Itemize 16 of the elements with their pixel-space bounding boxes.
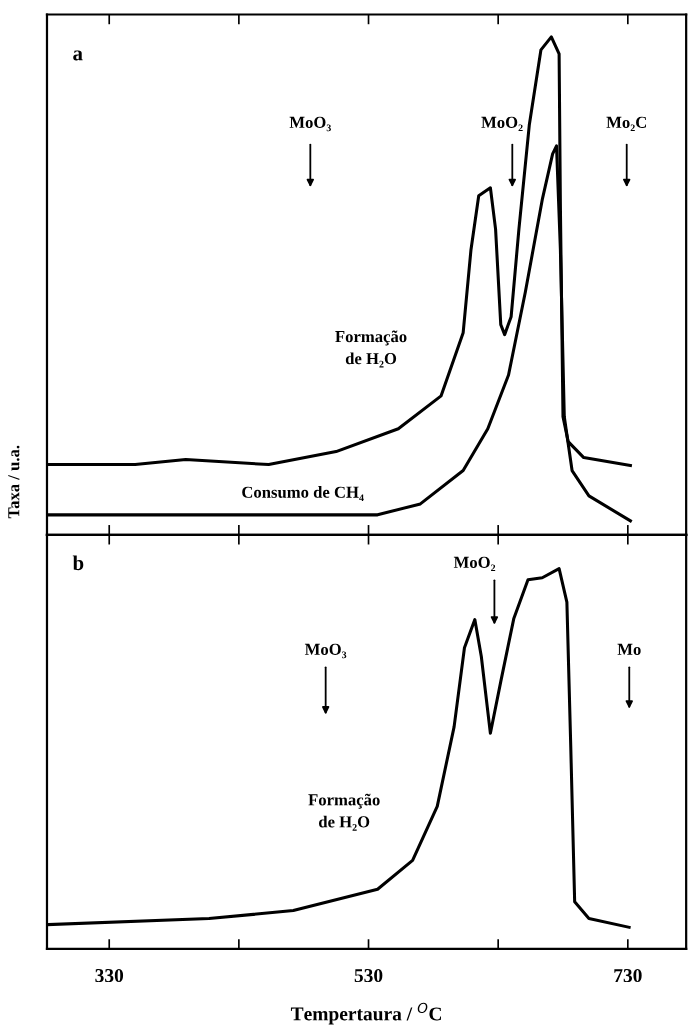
x-axis-title: Tempertaura / $^{O}$C	[290, 1002, 441, 1025]
annotation: MoO₂	[481, 116, 523, 132]
chart-title: a	[73, 50, 83, 61]
text: Formação de H₂O	[335, 330, 407, 368]
y-axis-title: Taxa / u.a.	[8, 445, 20, 519]
annotation: MoO₃	[304, 643, 347, 659]
x-tick-label: 530	[354, 968, 383, 983]
text: Formação de H₂O	[308, 793, 380, 831]
chart-title: b	[72, 555, 84, 571]
annotation: MoO₃	[289, 116, 331, 132]
annotation: MoO₂	[453, 556, 496, 572]
x-tick-label: 330	[95, 968, 124, 983]
x-tick-label: 730	[614, 968, 642, 983]
annotation: Mo	[617, 643, 641, 655]
series-label: Consumo de CH₄	[242, 486, 364, 502]
annotation: Mo₂C	[606, 116, 646, 132]
